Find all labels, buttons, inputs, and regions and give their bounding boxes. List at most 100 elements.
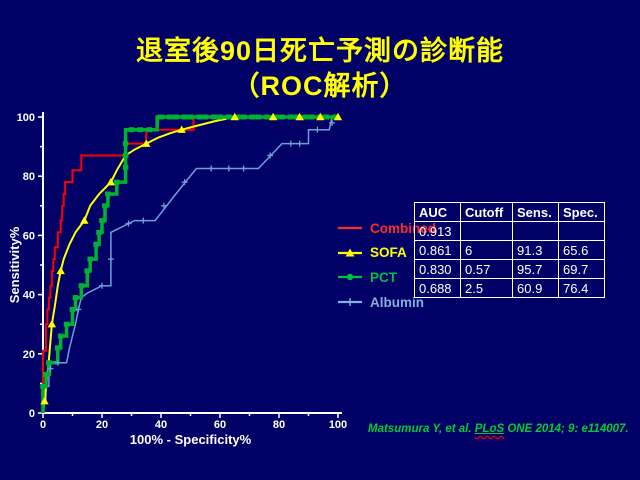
results-table: AUC Cutoff Sens. Spec. 0.913 0.861 6 91.3 65.6 0… <box>414 202 605 298</box>
series-marker-pct <box>249 114 256 120</box>
sofa-marker-icon <box>338 248 362 257</box>
series-marker-sofa <box>316 112 325 121</box>
series-marker-sofa <box>56 266 65 275</box>
series-marker-pct <box>69 306 76 312</box>
table-row: 0.861 6 91.3 65.6 <box>414 240 605 260</box>
results-table-head: AUC Cutoff Sens. Spec. <box>414 202 605 222</box>
citation-journal-name: PLoS <box>474 423 505 435</box>
table-header-cell: Cutoff <box>460 202 513 222</box>
x-tick-label: 0 <box>40 419 46 431</box>
x-tick-label: 100 <box>329 419 347 431</box>
series-marker-pct <box>46 360 52 366</box>
table-cell: 95.7 <box>512 259 559 279</box>
series-marker-sofa <box>47 320 57 328</box>
series-marker-pct <box>102 203 108 209</box>
series-marker-sofa <box>295 112 304 121</box>
series-marker-pct <box>234 114 241 120</box>
table-row: 0.913 <box>414 221 605 241</box>
series-marker-pct <box>332 114 338 120</box>
series-marker-pct <box>202 114 209 120</box>
table-cell: 0.57 <box>460 259 513 279</box>
y-tick-label: 20 <box>23 349 35 361</box>
series-marker-pct <box>122 152 129 158</box>
series-marker-sofa <box>268 112 278 121</box>
series-marker-pct <box>196 114 203 120</box>
table-cell: 6 <box>460 240 513 260</box>
table-header-cell: Sens. <box>512 202 559 222</box>
series-marker-pct <box>122 164 129 170</box>
series-marker-pct <box>99 218 105 224</box>
table-row: 0.830 0.57 95.7 69.7 <box>414 259 605 279</box>
table-row: 0.688 2.5 60.9 76.4 <box>414 278 605 298</box>
x-tick-label: 20 <box>96 419 108 431</box>
x-tick-label: 80 <box>273 419 285 431</box>
legend-label: SOFA <box>370 245 407 261</box>
y-tick-label: 60 <box>23 230 35 242</box>
series-marker-pct <box>113 179 120 185</box>
series-marker-pct <box>128 127 135 133</box>
series-marker-sofa <box>177 125 186 133</box>
series-marker-pct <box>187 114 194 120</box>
slide-title-line2: （ROC解析） <box>232 71 408 101</box>
series-marker-pct <box>93 241 99 247</box>
table-cell: 76.4 <box>558 278 605 298</box>
table-header-row: AUC Cutoff Sens. Spec. <box>414 202 605 222</box>
series-marker-pct <box>181 114 188 120</box>
y-tick-label: 100 <box>17 112 35 124</box>
slide-title: 退室後90日死亡予測の診断能 （ROC解析） <box>0 34 640 104</box>
table-cell: 91.3 <box>512 240 559 260</box>
series-marker-sofa <box>106 177 116 186</box>
pct-marker-icon <box>338 274 362 281</box>
series-marker-pct <box>137 127 144 133</box>
series-marker-pct <box>273 114 279 120</box>
series-line-combined <box>42 116 338 413</box>
series-marker-pct <box>217 114 223 120</box>
albumin-marker-icon <box>338 298 362 307</box>
table-header-cell: Spec. <box>558 202 605 222</box>
x-axis-label: 100% - Specificity% <box>130 432 252 447</box>
series-marker-pct <box>293 114 300 120</box>
series-marker-pct <box>211 114 217 120</box>
series-marker-pct <box>96 229 102 235</box>
y-axis-label: Sensitivity% <box>8 226 22 303</box>
series-marker-pct <box>323 114 329 120</box>
series-line-sofa <box>42 116 338 414</box>
y-tick-label: 80 <box>23 171 35 183</box>
table-cell: 65.6 <box>558 240 605 260</box>
series-marker-pct <box>87 256 93 262</box>
series-marker-pct <box>308 114 315 120</box>
series-marker-sofa <box>80 216 89 224</box>
roc-chart-canvas: 00 20 20 40 40 60 60 80 80 100 100 100% - Specifici… <box>7 112 347 447</box>
table-cell <box>512 221 559 241</box>
series-marker-sofa <box>230 112 239 121</box>
series-marker-pct <box>172 114 179 120</box>
series-marker-pct <box>302 114 309 120</box>
y-tick-label: 0 <box>29 408 35 420</box>
table-cell: 2.5 <box>460 278 513 298</box>
combined-marker-icon <box>338 227 362 230</box>
series-marker-pct <box>226 114 232 120</box>
series-marker-sofa <box>333 112 343 121</box>
series-marker-pct <box>43 372 49 378</box>
table-cell: 60.9 <box>512 278 559 298</box>
series-marker-pct <box>78 283 85 289</box>
y-tick-label: 40 <box>23 290 35 302</box>
table-cell <box>558 221 605 241</box>
series-marker-pct <box>279 114 285 120</box>
series-marker-pct <box>40 383 46 389</box>
table-cell: 0.861 <box>414 240 461 260</box>
series-line-pct <box>41 115 338 413</box>
series-marker-pct <box>240 114 247 120</box>
citation: Matsumura Y, et al. PLoS ONE 2014; 9: e1… <box>368 423 629 435</box>
series-marker-sofa <box>142 139 151 147</box>
series-line-albumin <box>42 116 338 413</box>
table-header-cell: AUC <box>414 202 461 222</box>
citation-suffix: ONE 2014; 9: e114007. <box>504 423 629 435</box>
slide-title-line1: 退室後90日死亡予測の診断能 <box>135 36 505 66</box>
x-tick-label: 40 <box>155 419 167 431</box>
table-cell: 0.688 <box>414 278 461 298</box>
series-marker-pct <box>57 333 64 339</box>
citation-prefix: Matsumura Y, et al. <box>368 423 475 435</box>
x-tick-label: 60 <box>214 419 226 431</box>
